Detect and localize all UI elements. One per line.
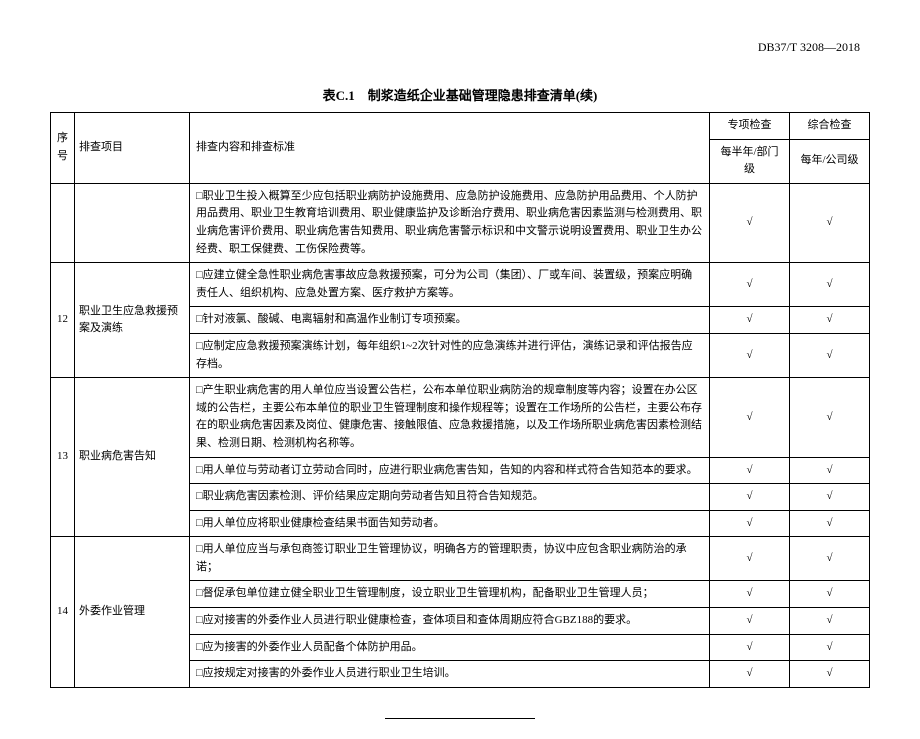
header-comprehensive-sub: 每年/公司级 — [790, 139, 870, 183]
cell-check1: √ — [710, 608, 790, 635]
cell-check1: √ — [710, 661, 790, 688]
cell-content: □职业病危害因素检测、评价结果应定期向劳动者告知且符合告知规范。 — [190, 484, 710, 511]
table-title: 表C.1 制浆造纸企业基础管理隐患排查清单(续) — [50, 85, 870, 104]
inspection-table: 序号 排查项目 排查内容和排查标准 专项检查 综合检查 每半年/部门级 每年/公… — [50, 112, 870, 688]
cell-num: 14 — [51, 537, 75, 688]
cell-check1: √ — [710, 457, 790, 484]
cell-content: □应建立健全急性职业病危害事故应急救援预案，可分为公司（集团）、厂或车间、装置级… — [190, 263, 710, 307]
header-special-sub: 每半年/部门级 — [710, 139, 790, 183]
cell-check1: √ — [710, 378, 790, 457]
cell-item — [75, 183, 190, 262]
cell-content: □应制定应急救援预案演练计划，每年组织1~2次针对性的应急演练并进行评估，演练记… — [190, 333, 710, 377]
cell-check1: √ — [710, 183, 790, 262]
header-num: 序号 — [51, 113, 75, 184]
cell-check1: √ — [710, 581, 790, 608]
cell-content: □职业卫生投入概算至少应包括职业病防护设施费用、应急防护设施费用、应急防护用品费… — [190, 183, 710, 262]
cell-content: □应对接害的外委作业人员进行职业健康检查，查体项目和查体周期应符合GBZ188的… — [190, 608, 710, 635]
cell-check2: √ — [790, 510, 870, 537]
cell-content: □产生职业病危害的用人单位应当设置公告栏，公布本单位职业病防治的规章制度等内容；… — [190, 378, 710, 457]
table-row: □职业卫生投入概算至少应包括职业病防护设施费用、应急防护设施费用、应急防护用品费… — [51, 183, 870, 262]
cell-check2: √ — [790, 661, 870, 688]
cell-num: 12 — [51, 263, 75, 378]
cell-check2: √ — [790, 457, 870, 484]
cell-check1: √ — [710, 634, 790, 661]
document-number: DB37/T 3208—2018 — [50, 40, 870, 55]
cell-num — [51, 183, 75, 262]
table-row: 14 外委作业管理 □用人单位应当与承包商签订职业卫生管理协议，明确各方的管理职… — [51, 537, 870, 581]
header-comprehensive: 综合检查 — [790, 113, 870, 140]
header-content: 排查内容和排查标准 — [190, 113, 710, 184]
cell-check1: √ — [710, 307, 790, 334]
cell-check2: √ — [790, 307, 870, 334]
cell-content: □用人单位与劳动者订立劳动合同时，应进行职业病危害告知，告知的内容和样式符合告知… — [190, 457, 710, 484]
cell-check2: √ — [790, 634, 870, 661]
cell-check2: √ — [790, 537, 870, 581]
cell-check2: √ — [790, 581, 870, 608]
cell-check2: √ — [790, 263, 870, 307]
cell-check1: √ — [710, 263, 790, 307]
cell-check1: √ — [710, 510, 790, 537]
cell-content: □应为接害的外委作业人员配备个体防护用品。 — [190, 634, 710, 661]
cell-content: □用人单位应将职业健康检查结果书面告知劳动者。 — [190, 510, 710, 537]
cell-check2: √ — [790, 333, 870, 377]
cell-num: 13 — [51, 378, 75, 537]
cell-content: □针对液氯、酸碱、电离辐射和高温作业制订专项预案。 — [190, 307, 710, 334]
cell-item: 职业病危害告知 — [75, 378, 190, 537]
cell-check1: √ — [710, 333, 790, 377]
table-row: 12 职业卫生应急救援预案及演练 □应建立健全急性职业病危害事故应急救援预案，可… — [51, 263, 870, 307]
table-row: 13 职业病危害告知 □产生职业病危害的用人单位应当设置公告栏，公布本单位职业病… — [51, 378, 870, 457]
cell-content: □用人单位应当与承包商签订职业卫生管理协议，明确各方的管理职责，协议中应包含职业… — [190, 537, 710, 581]
cell-check2: √ — [790, 183, 870, 262]
header-item: 排查项目 — [75, 113, 190, 184]
footer-divider — [385, 718, 535, 719]
cell-check1: √ — [710, 484, 790, 511]
cell-content: □督促承包单位建立健全职业卫生管理制度，设立职业卫生管理机构，配备职业卫生管理人… — [190, 581, 710, 608]
cell-check1: √ — [710, 537, 790, 581]
cell-check2: √ — [790, 378, 870, 457]
cell-content: □应按规定对接害的外委作业人员进行职业卫生培训。 — [190, 661, 710, 688]
header-special: 专项检查 — [710, 113, 790, 140]
cell-check2: √ — [790, 608, 870, 635]
cell-item: 外委作业管理 — [75, 537, 190, 688]
cell-item: 职业卫生应急救援预案及演练 — [75, 263, 190, 378]
cell-check2: √ — [790, 484, 870, 511]
